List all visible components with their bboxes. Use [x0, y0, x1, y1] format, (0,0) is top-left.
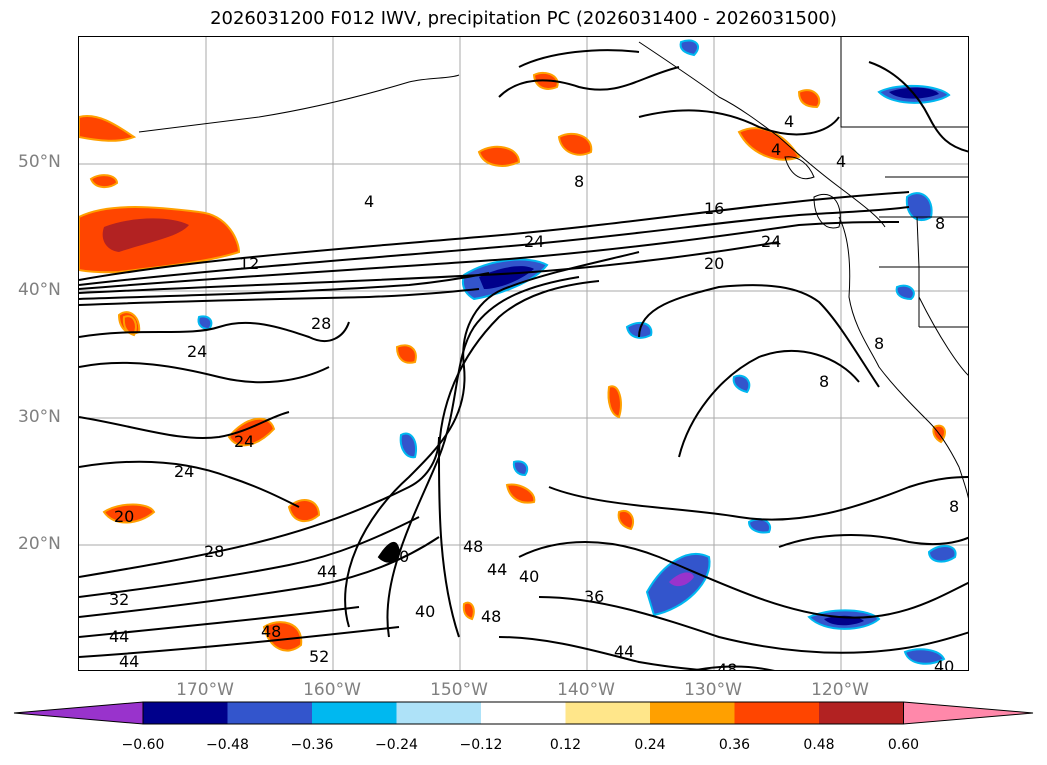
contour-label-group: 4 8 16 24 20 12 4 28 24 24 24 20 28 32 4…	[109, 112, 959, 671]
contour-label: 40	[389, 547, 409, 566]
contour-label: 44	[317, 562, 337, 581]
map-canvas: 4 8 16 24 20 12 4 28 24 24 24 20 28 32 4…	[79, 37, 968, 671]
colorbar-svg	[13, 701, 1034, 725]
contour-label: 4	[771, 140, 781, 159]
contour-label: 32	[109, 590, 129, 609]
contour-label: 44	[614, 642, 634, 661]
colorbar-outline	[142, 701, 904, 725]
colorbar-tick: −0.60	[121, 737, 165, 753]
contour-label: 4	[784, 112, 794, 131]
lat-label-40n: 40°N	[18, 280, 61, 300]
lon-label-120w: 120°W	[811, 680, 869, 700]
colorbar-tick: 0.24	[634, 737, 666, 753]
contour-label: 48	[481, 607, 501, 626]
precip-positive-shading	[79, 71, 946, 652]
colorbar-swatch	[481, 702, 566, 724]
contour-label: 8	[819, 372, 829, 391]
lon-label-140w: 140°W	[557, 680, 615, 700]
colorbar-tick: 0.48	[803, 737, 835, 753]
lon-label-130w: 130°W	[684, 680, 742, 700]
map-title: 2026031200 F012 IWV, precipitation PC (2…	[210, 8, 837, 29]
colorbar-tick: −0.36	[290, 737, 334, 753]
colorbar-extend-high	[903, 701, 1034, 725]
contour-label: 8	[935, 214, 945, 233]
colorbar-tick: −0.48	[206, 737, 249, 753]
contour-label: 20	[704, 254, 724, 273]
lon-label-150w: 150°W	[430, 680, 488, 700]
contour-label: 8	[949, 497, 959, 516]
contour-label: 48	[717, 660, 737, 671]
colorbar-tick: −0.12	[459, 737, 503, 753]
map-panel: 4 8 16 24 20 12 4 28 24 24 24 20 28 32 4…	[78, 36, 969, 671]
contour-label: 24	[187, 342, 207, 361]
colorbar-swatch	[396, 702, 481, 724]
lon-label-170w: 170°W	[176, 680, 234, 700]
contour-label: 48	[463, 537, 483, 556]
contour-label: 28	[311, 314, 331, 333]
colorbar-tick: 0.12	[549, 737, 582, 753]
contour-label: 44	[119, 652, 139, 671]
lon-label-160w: 160°W	[303, 680, 361, 700]
contour-label: 24	[174, 462, 194, 481]
colorbar-tick: 0.60	[887, 737, 920, 753]
contour-label: 40	[519, 567, 539, 586]
contour-label: 44	[487, 560, 507, 579]
contour-label: 8	[874, 334, 884, 353]
iwv-contours	[79, 49, 968, 670]
contour-label: 40	[415, 602, 435, 621]
contour-label: 24	[524, 232, 544, 251]
contour-label: 4	[364, 192, 374, 211]
lat-label-30n: 30°N	[18, 407, 61, 427]
colorbar-swatch	[650, 702, 735, 724]
colorbar-swatch	[227, 702, 312, 724]
graticule	[79, 37, 968, 670]
contour-label: 28	[204, 542, 224, 561]
colorbar-swatch	[565, 702, 650, 724]
colorbar-swatch	[312, 702, 397, 724]
colorbar-tick: 0.36	[718, 737, 751, 753]
contour-label: 44	[109, 627, 129, 646]
lat-label-50n: 50°N	[18, 152, 61, 172]
colorbar-tick: −0.24	[375, 737, 418, 753]
colorbar-extend-low	[13, 701, 144, 725]
contour-label: 52	[309, 647, 329, 666]
colorbar-swatch	[734, 702, 819, 724]
contour-label: 24	[761, 232, 781, 251]
contour-label: 4	[836, 152, 846, 171]
contour-label: 16	[704, 199, 724, 218]
contour-label: 48	[261, 622, 281, 641]
contour-label: 36	[584, 587, 604, 606]
contour-label: 12	[239, 254, 259, 273]
colorbar-swatch	[819, 702, 904, 724]
contour-label: 8	[574, 172, 584, 191]
contour-label: 40	[934, 657, 954, 671]
colorbar	[0, 700, 1047, 730]
contour-label: 20	[114, 507, 134, 526]
colorbar-swatch	[143, 702, 228, 724]
lat-label-20n: 20°N	[18, 534, 61, 554]
contour-label: 24	[234, 432, 254, 451]
